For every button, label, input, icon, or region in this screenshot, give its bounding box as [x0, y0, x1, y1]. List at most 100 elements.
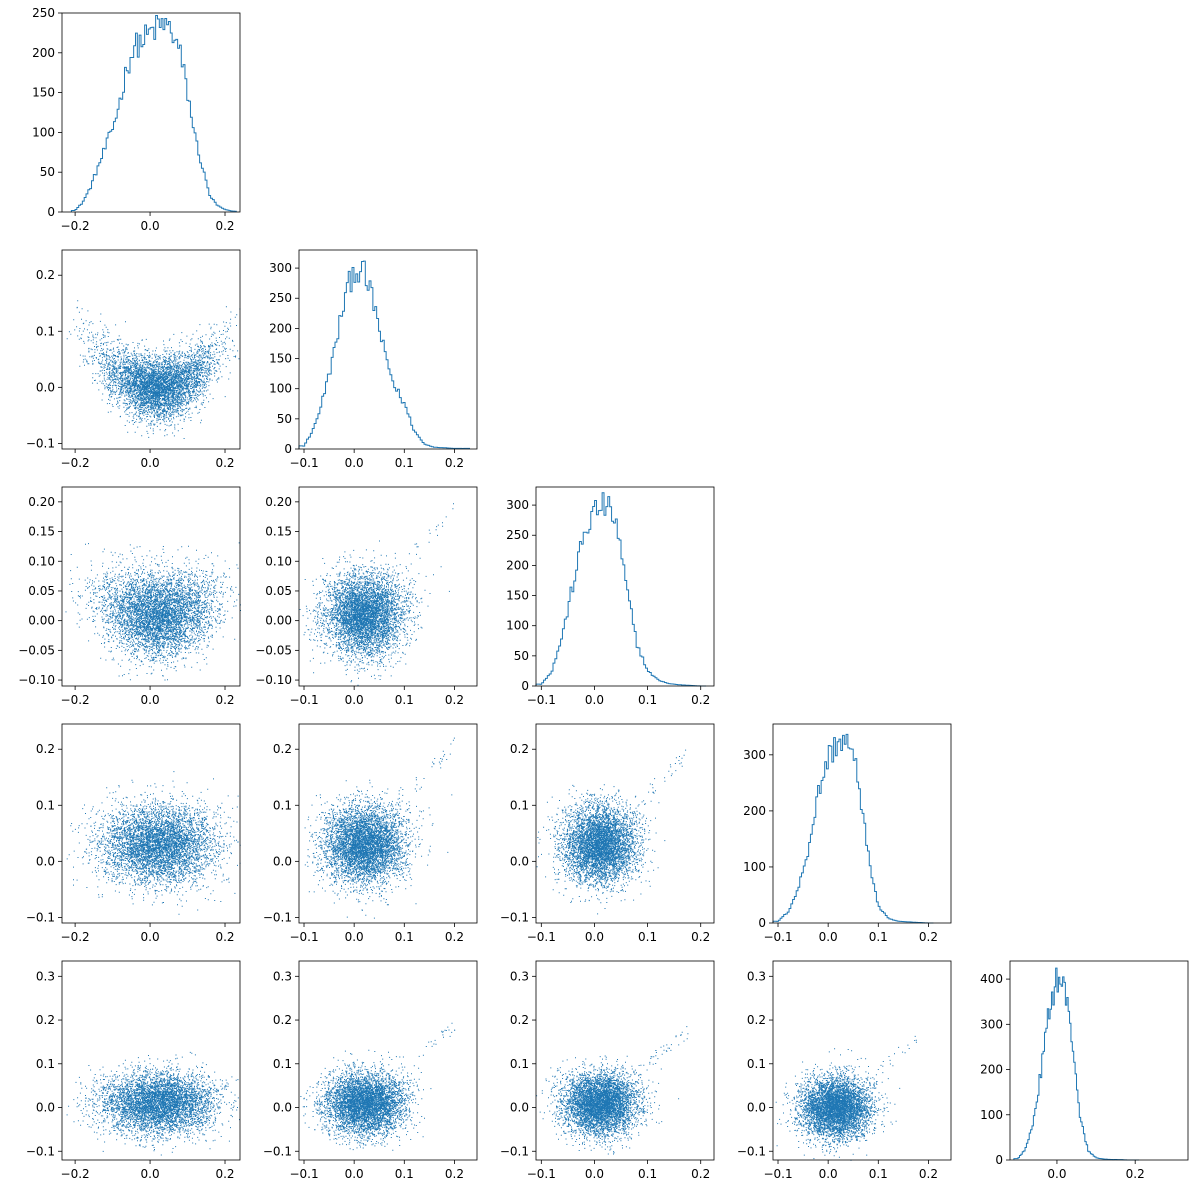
x-tick-label: 0.0 [1047, 1167, 1066, 1181]
x-tick-label: −0.2 [61, 219, 90, 233]
y-tick-label: 200 [506, 558, 529, 572]
axes-frame [61, 723, 241, 924]
x-tick-label: 0.2 [919, 1167, 938, 1181]
x-tick-label: 0.2 [445, 930, 464, 944]
x-tick-label: 0.1 [638, 693, 657, 707]
x-tick-label: −0.1 [763, 930, 792, 944]
y-tick-label: 0.0 [36, 1101, 55, 1115]
y-tick-label: 0.05 [265, 584, 292, 598]
x-tick-label: −0.2 [61, 693, 90, 707]
axes-frame [298, 249, 478, 450]
y-tick-label: 0.1 [36, 324, 55, 338]
axes-frame [298, 960, 478, 1161]
x-tick-label: −0.1 [527, 930, 556, 944]
x-tick-label: −0.1 [527, 693, 556, 707]
y-tick-label: 150 [506, 589, 529, 603]
scatter-marks [300, 1022, 456, 1151]
x-tick-label: 0.2 [445, 456, 464, 470]
x-tick-label: 0.0 [141, 219, 160, 233]
y-tick-label: −0.1 [500, 910, 529, 924]
x-tick-label: 0.0 [819, 1167, 838, 1181]
y-tick-label: 0 [521, 679, 529, 693]
axes-frame [1009, 960, 1189, 1161]
x-tick-label: 0.0 [585, 693, 604, 707]
y-tick-label: 0.1 [747, 1057, 766, 1071]
y-tick-label: 0.0 [273, 854, 292, 868]
y-tick-label: 0.1 [36, 798, 55, 812]
scatter-marks [66, 300, 241, 439]
y-tick-label: 250 [506, 528, 529, 542]
y-tick-label: 300 [269, 261, 292, 275]
x-tick-label: 0.2 [215, 930, 234, 944]
x-tick-label: 0.0 [345, 693, 364, 707]
y-tick-label: 0.0 [510, 1101, 529, 1115]
y-tick-label: 0.15 [28, 525, 55, 539]
x-tick-label: 0.1 [638, 930, 657, 944]
y-tick-label: 400 [980, 972, 1003, 986]
x-tick-label: 0.0 [345, 1167, 364, 1181]
axes-frame [61, 249, 241, 450]
scatter-marks [775, 1035, 917, 1161]
y-tick-label: 0.3 [36, 969, 55, 983]
scatter-panel-4-1: −0.1 0.0 0.1 0.2 −0.1 0.0 0.1 0.2 0.3 [263, 960, 478, 1181]
y-tick-label: 0.2 [273, 742, 292, 756]
x-tick-label: 0.2 [215, 1167, 234, 1181]
x-tick-label: 0.1 [638, 1167, 657, 1181]
x-tick-label: 0.1 [395, 456, 414, 470]
y-tick-label: −0.1 [26, 436, 55, 450]
x-tick-label: 0.2 [215, 219, 234, 233]
scatter-panel-4-2: −0.1 0.0 0.1 0.2 −0.1 0.0 0.1 0.2 0.3 [500, 960, 715, 1181]
y-tick-label: 0.10 [28, 554, 55, 568]
scatter-panel-4-3: −0.1 0.0 0.1 0.2 −0.1 0.0 0.1 0.2 0.3 [737, 960, 952, 1181]
x-tick-label: 0.0 [345, 456, 364, 470]
scatter-panel-2-1: −0.1 0.0 0.1 0.2 −0.10 −0.05 0.00 0.05 0.10 0.15 0… [255, 486, 478, 707]
scatter-marks [304, 737, 455, 919]
y-tick-label: 0.1 [273, 798, 292, 812]
axes-frame [535, 960, 715, 1161]
x-tick-label: 0.0 [141, 693, 160, 707]
x-tick-label: −0.2 [61, 456, 90, 470]
y-tick-label: 0 [47, 205, 55, 219]
x-tick-label: −0.1 [763, 1167, 792, 1181]
scatter-panel-2-0: −0.2 0.0 0.2 −0.10 −0.05 0.00 0.05 0.10 0.15 0.20 [18, 486, 241, 707]
y-tick-label: 0.2 [510, 742, 529, 756]
y-tick-label: 150 [269, 352, 292, 366]
y-tick-label: 0.20 [265, 495, 292, 509]
x-tick-label: 0.2 [445, 693, 464, 707]
y-tick-label: 0.2 [36, 742, 55, 756]
x-tick-label: −0.1 [289, 930, 318, 944]
y-tick-label: −0.1 [26, 910, 55, 924]
scatter-panel-1-0: −0.2 0.0 0.2 −0.1 0.0 0.1 0.2 [26, 249, 241, 470]
axes-frame [772, 723, 952, 924]
scatter-points [66, 1051, 240, 1156]
y-tick-label: 0.10 [265, 554, 292, 568]
scatter-points [300, 1022, 456, 1151]
y-tick-label: 0.2 [36, 1013, 55, 1027]
y-tick-label: 300 [506, 498, 529, 512]
scatter-panel-3-2: −0.1 0.0 0.1 0.2 −0.1 0.0 0.1 0.2 [500, 723, 715, 944]
y-tick-label: 250 [32, 6, 55, 20]
y-tick-label: −0.10 [255, 673, 292, 687]
y-tick-label: 0.1 [510, 798, 529, 812]
y-tick-label: 0.2 [36, 268, 55, 282]
x-tick-label: −0.1 [289, 1167, 318, 1181]
axes-frame [61, 486, 241, 687]
y-tick-label: −0.1 [263, 910, 292, 924]
scatter-points [536, 749, 687, 915]
scatter-panel-4-0: −0.2 0.0 0.2 −0.1 0.0 0.1 0.2 0.3 [26, 960, 241, 1181]
x-tick-label: 0.0 [585, 1167, 604, 1181]
y-tick-label: 0.3 [273, 969, 292, 983]
y-tick-label: 200 [32, 46, 55, 60]
scatter-marks [66, 771, 241, 915]
y-tick-label: 0.1 [273, 1057, 292, 1071]
x-tick-label: 0.1 [869, 930, 888, 944]
scatter-marks [65, 542, 241, 681]
axes-frame [61, 960, 241, 1161]
scatter-marks [66, 1051, 240, 1156]
y-tick-label: 300 [743, 748, 766, 762]
y-tick-label: 100 [506, 619, 529, 633]
y-tick-label: 0.1 [510, 1057, 529, 1071]
y-tick-label: 150 [32, 86, 55, 100]
y-tick-label: 300 [980, 1017, 1003, 1031]
